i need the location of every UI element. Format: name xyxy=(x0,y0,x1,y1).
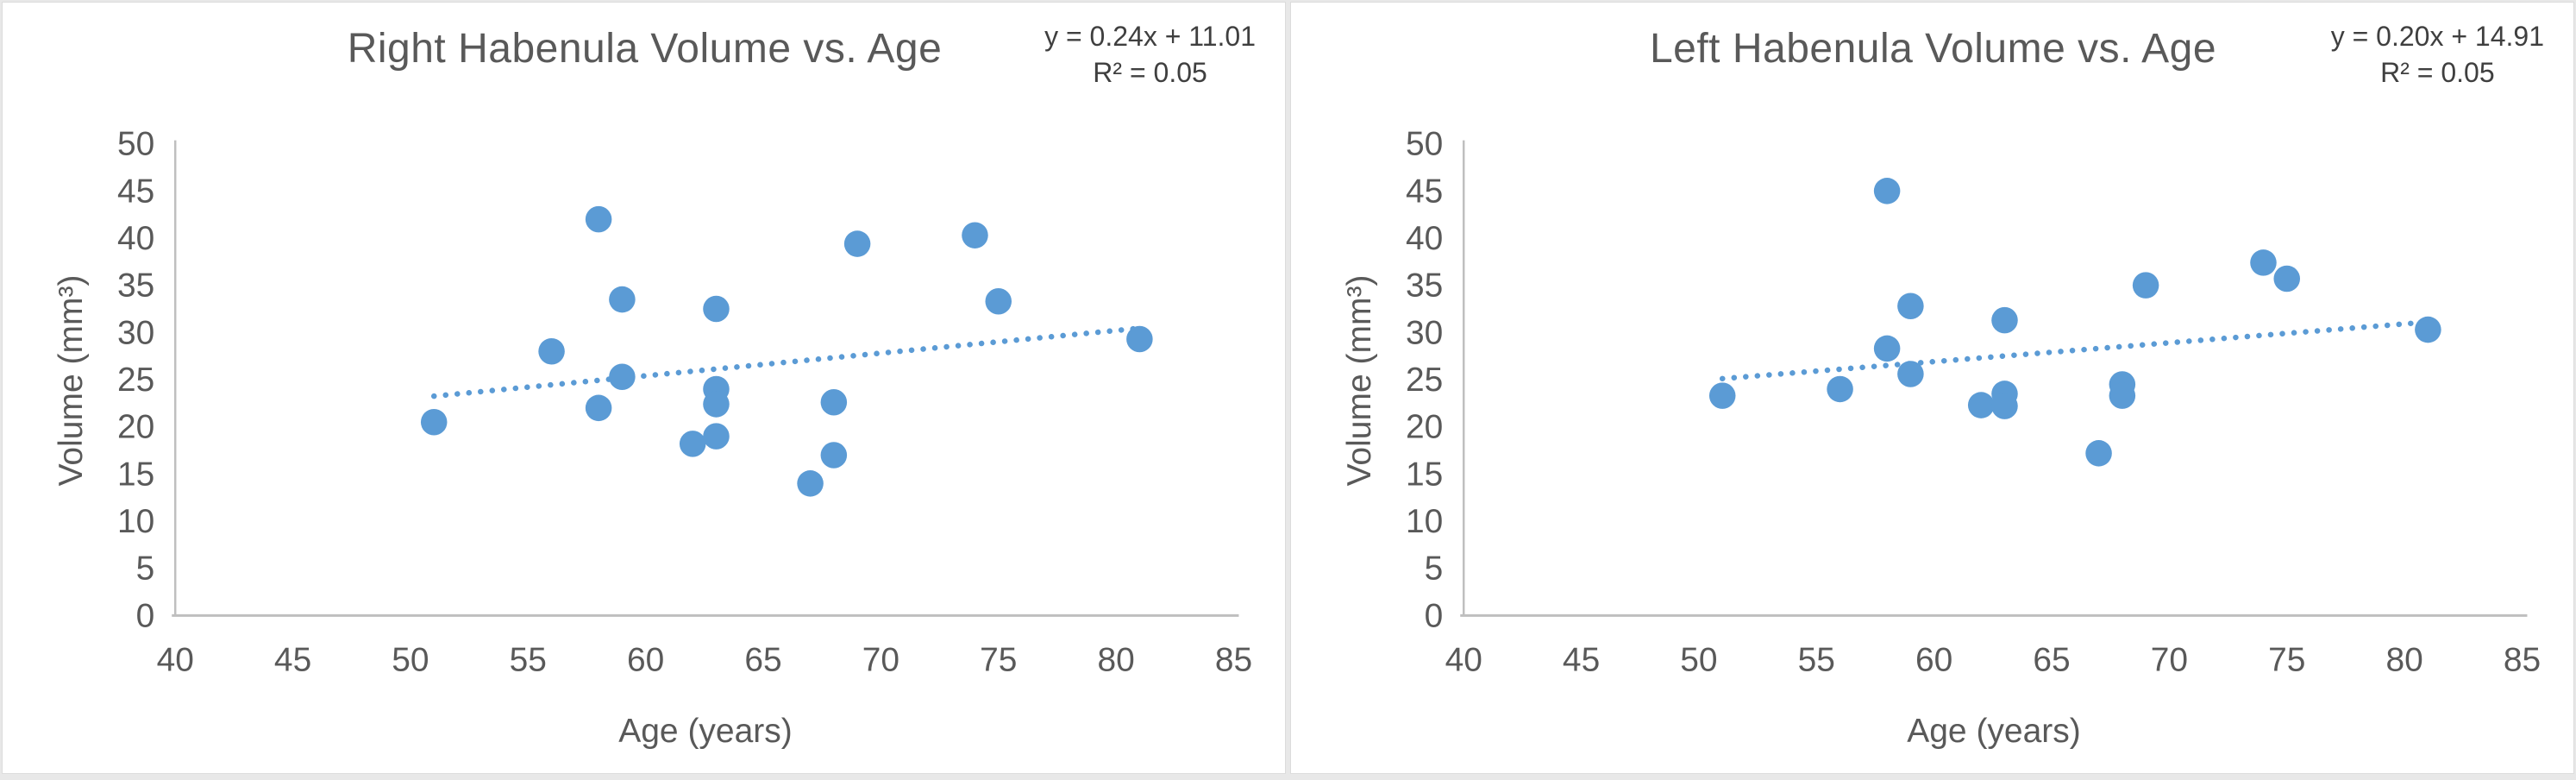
x-tick-label-85: 85 xyxy=(1215,641,1252,678)
y-tick-label-30: 30 xyxy=(1406,314,1443,351)
y-tick-label-5: 5 xyxy=(1425,550,1444,588)
x-tick-label-40: 40 xyxy=(157,641,194,678)
y-tick-label-10: 10 xyxy=(117,503,154,540)
y-tick-label-10: 10 xyxy=(1406,503,1443,540)
y-tick-label-45: 45 xyxy=(117,173,154,210)
left-habenula-scatter-plot: 40 45 50 55 60 65 70 75 80 85 0 5 10 15 20 25 30 35 40 45 50 xyxy=(1406,126,2541,679)
trendline xyxy=(1719,318,2431,382)
x-tick-label-60: 60 xyxy=(627,641,664,678)
x-tick-label-75: 75 xyxy=(2268,641,2305,678)
data-point xyxy=(2132,272,2159,299)
data-point xyxy=(1991,306,2018,334)
data-point xyxy=(2273,265,2301,292)
data-point xyxy=(1126,325,1153,353)
data-point xyxy=(703,391,730,418)
data-point xyxy=(1708,382,1736,409)
data-point xyxy=(1873,335,1901,362)
data-point xyxy=(420,408,448,436)
data-point xyxy=(820,389,848,416)
data-point xyxy=(1827,375,1853,403)
data-point xyxy=(609,363,636,391)
y-axis-title: Volume (mm³) xyxy=(53,274,90,487)
y-tick-label-25: 25 xyxy=(117,362,154,399)
x-tick-label-45: 45 xyxy=(1563,641,1600,678)
y-tick-label-20: 20 xyxy=(1406,409,1443,446)
r-squared-label: R² = 0.05 xyxy=(1093,57,1207,89)
y-tick-label-15: 15 xyxy=(117,456,154,493)
x-tick-label-65: 65 xyxy=(2033,641,2070,678)
x-axis-title: Age (years) xyxy=(618,713,793,750)
chart-title: Right Habenula Volume vs. Age xyxy=(347,26,943,72)
data-point xyxy=(1967,392,1995,418)
data-point xyxy=(843,230,871,257)
data-point xyxy=(2250,249,2277,276)
x-tick-label-85: 85 xyxy=(2504,641,2541,678)
chart-title: Left Habenula Volume vs. Age xyxy=(1649,26,2217,72)
data-point xyxy=(1991,393,2018,419)
data-point xyxy=(585,394,612,422)
data-point xyxy=(820,442,848,469)
x-tick-label-65: 65 xyxy=(744,641,781,678)
x-tick-label-80: 80 xyxy=(2385,641,2422,678)
x-tick-label-50: 50 xyxy=(392,641,429,678)
y-tick-label-50: 50 xyxy=(1406,126,1443,163)
data-point xyxy=(1873,178,1901,204)
right-habenula-scatter-plot: 40 45 50 55 60 65 70 75 80 85 0 5 10 15 20 25 30 35 40 45 50 xyxy=(117,126,1252,679)
x-tick-label-45: 45 xyxy=(274,641,311,678)
x-tick-label-60: 60 xyxy=(1915,641,1952,678)
trendline-equation: y = 0.20x + 14.91 xyxy=(2330,21,2544,52)
data-point xyxy=(679,431,706,457)
y-tick-label-35: 35 xyxy=(1406,267,1443,305)
chart-panel-left-habenula: 40 45 50 55 60 65 70 75 80 85 0 5 10 15 20 25 30 35 40 45 50… xyxy=(1290,2,2574,774)
x-axis-title: Age (years) xyxy=(1907,713,2081,750)
data-point xyxy=(1897,292,1924,319)
y-tick-label-35: 35 xyxy=(117,267,154,305)
trendline-equation-block: y = 0.20x + 14.91 R² = 0.05 xyxy=(2331,18,2544,91)
trendline-equation-block: y = 0.24x + 11.01 R² = 0.05 xyxy=(1044,18,1256,91)
trendline-equation: y = 0.24x + 11.01 xyxy=(1044,21,1256,52)
data-point xyxy=(538,337,565,365)
x-tick-label-40: 40 xyxy=(1445,641,1482,678)
data-point xyxy=(2085,440,2112,467)
trendline xyxy=(430,325,1143,399)
r-squared-label: R² = 0.05 xyxy=(2380,57,2495,89)
data-point xyxy=(2109,382,2136,409)
data-point xyxy=(609,286,636,313)
data-point xyxy=(585,205,612,233)
y-axis-title: Volume (mm³) xyxy=(1341,274,1378,487)
y-tick-label-0: 0 xyxy=(1425,597,1444,634)
x-tick-label-70: 70 xyxy=(862,641,899,678)
y-tick-label-0: 0 xyxy=(136,597,155,634)
y-tick-label-30: 30 xyxy=(117,314,154,351)
data-point xyxy=(797,470,824,497)
data-point xyxy=(2415,316,2441,343)
data-point xyxy=(985,287,1012,315)
y-tick-label-40: 40 xyxy=(117,220,154,257)
x-tick-label-55: 55 xyxy=(1798,641,1835,678)
data-point xyxy=(703,423,730,450)
y-tick-label-40: 40 xyxy=(1406,220,1443,257)
data-point xyxy=(703,295,730,323)
x-tick-label-50: 50 xyxy=(1680,641,1717,678)
y-tick-label-45: 45 xyxy=(1406,173,1443,210)
y-tick-label-5: 5 xyxy=(136,550,155,588)
chart-panel-right-habenula: 40 45 50 55 60 65 70 75 80 85 0 5 10 15 20 25 30 35 40 45 50… xyxy=(2,2,1286,774)
data-point xyxy=(1897,361,1924,387)
x-tick-label-80: 80 xyxy=(1097,641,1134,678)
y-tick-label-25: 25 xyxy=(1406,362,1443,399)
data-point xyxy=(962,222,988,248)
y-tick-label-20: 20 xyxy=(117,409,154,446)
x-tick-label-75: 75 xyxy=(980,641,1017,678)
y-tick-label-50: 50 xyxy=(117,126,154,163)
x-tick-label-55: 55 xyxy=(510,641,547,678)
y-tick-label-15: 15 xyxy=(1406,456,1443,493)
x-tick-label-70: 70 xyxy=(2151,641,2188,678)
